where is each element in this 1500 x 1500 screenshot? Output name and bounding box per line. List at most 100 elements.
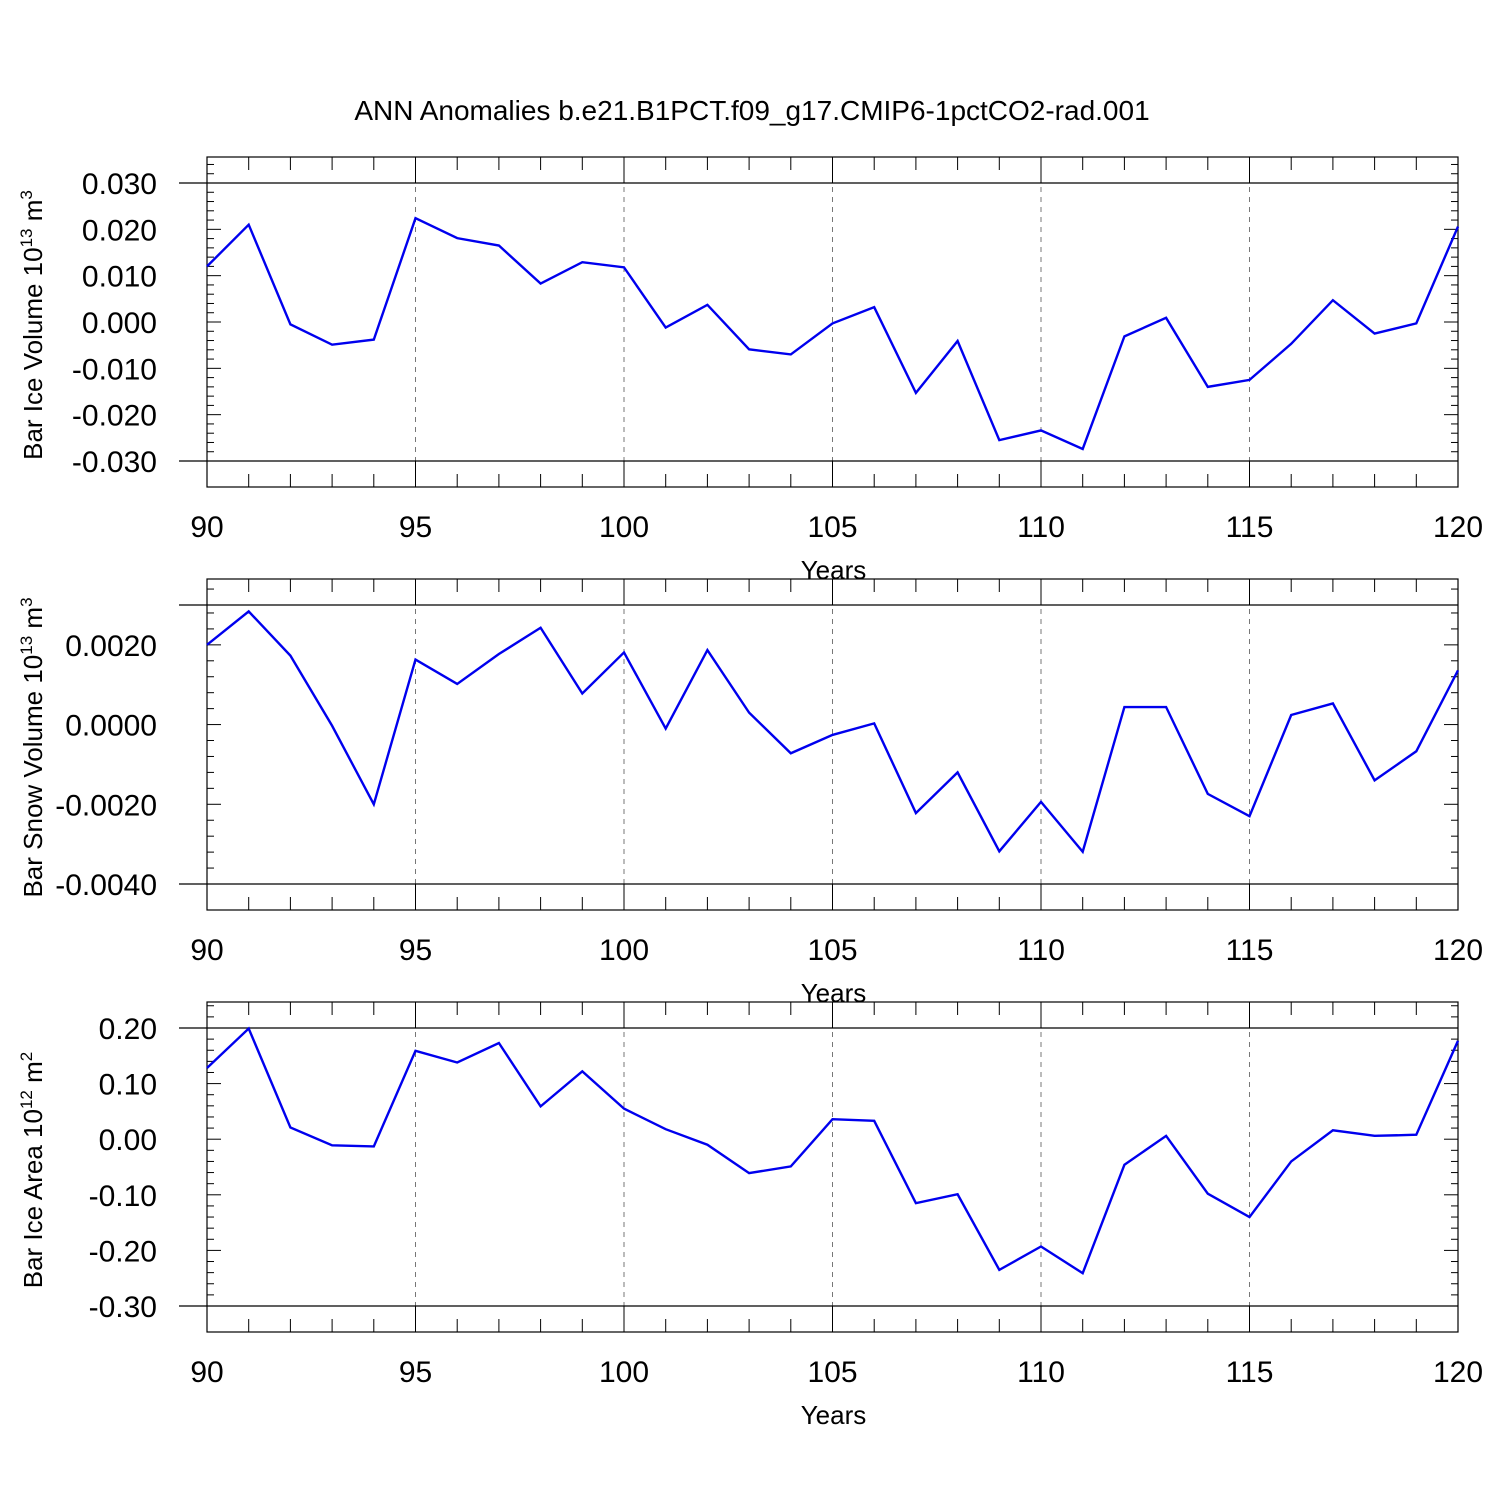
data-point [1373, 778, 1377, 782]
x-tick-label: 95 [399, 511, 432, 544]
data-point [956, 339, 960, 343]
data-point [205, 264, 209, 268]
data-point [1331, 701, 1335, 705]
series-line [206, 1026, 1460, 1276]
data-point [1331, 298, 1335, 302]
x-axis-label: Years [801, 978, 867, 1008]
x-tick-label: 120 [1433, 934, 1483, 967]
data-point [247, 609, 251, 613]
panel-snow-volume: -0.0040 -0.0020 0.0000 0.0020 90 95 100 105 110 1… [17, 578, 1483, 1008]
data-point [664, 326, 668, 330]
y-tick-label: -0.0040 [55, 869, 157, 902]
data-point [1373, 1134, 1377, 1138]
data-point [539, 282, 543, 286]
data-point [1039, 1245, 1043, 1249]
y-tick-label: 0.0000 [65, 710, 157, 743]
data-point [872, 721, 876, 725]
y-tick-label: 0.020 [82, 214, 157, 247]
y-tick-label: -0.0020 [55, 789, 157, 822]
x-tick-label: 120 [1433, 511, 1483, 544]
x-tick-label: 90 [190, 1356, 223, 1389]
x-axis-label: Years [801, 555, 867, 585]
data-point [1248, 378, 1252, 382]
x-tick-label: 120 [1433, 1356, 1483, 1389]
data-point [747, 347, 751, 351]
figure-title: ANN Anomalies b.e21.B1PCT.f09_g17.CMIP6-… [354, 95, 1149, 126]
data-point [789, 352, 793, 356]
series-line [206, 216, 1460, 451]
data-point [497, 652, 501, 656]
data-point [539, 626, 543, 630]
data-point [705, 648, 709, 652]
data-point [330, 724, 334, 728]
y-tick-label: 0.000 [82, 307, 157, 340]
data-point [622, 265, 626, 269]
data-point [1206, 385, 1210, 389]
data-point [1164, 705, 1168, 709]
x-tick-label: 110 [1017, 934, 1065, 967]
data-point [414, 1049, 418, 1053]
data-point [414, 658, 418, 662]
data-point [705, 1143, 709, 1147]
x-tick-label: 100 [599, 934, 649, 967]
x-axis-label: Years [801, 1400, 867, 1430]
data-point [372, 802, 376, 806]
data-point [705, 303, 709, 307]
data-point [288, 322, 292, 326]
x-tick-label: 110 [1017, 1356, 1065, 1389]
x-tick-label: 115 [1226, 934, 1274, 967]
data-point [497, 1041, 501, 1045]
x-tick-label: 105 [807, 934, 857, 967]
y-tick-label: 0.20 [99, 1013, 157, 1046]
data-point [455, 1060, 459, 1064]
x-tick-label: 115 [1226, 1356, 1274, 1389]
data-point [1206, 792, 1210, 796]
data-point [1122, 1163, 1126, 1167]
data-point [789, 1164, 793, 1168]
data-point [455, 236, 459, 240]
data-point [956, 1192, 960, 1196]
data-point [288, 1126, 292, 1130]
x-tick-label: 95 [399, 934, 432, 967]
data-point [914, 391, 918, 395]
y-tick-label: -0.20 [89, 1235, 157, 1268]
data-point [622, 1107, 626, 1111]
data-point [1248, 814, 1252, 818]
data-point [1039, 800, 1043, 804]
data-point [1081, 447, 1085, 451]
x-tick-label: 110 [1017, 511, 1065, 544]
y-axis-label: Bar Ice Area 1012 m2 [17, 1052, 48, 1289]
data-point [414, 216, 418, 220]
data-point [247, 223, 251, 227]
data-point [1331, 1128, 1335, 1132]
data-point [1289, 713, 1293, 717]
data-point [580, 1069, 584, 1073]
data-point [1289, 1159, 1293, 1163]
y-tick-label: 0.10 [99, 1069, 157, 1102]
panel-ice-area: -0.30 -0.20 -0.10 0.00 0.10 0.20 90 95 100 105 110… [17, 1001, 1483, 1430]
panel-ice-volume: -0.030 -0.020 -0.010 0.000 0.010 0.020 0.030 90… [17, 156, 1483, 585]
panels: -0.030 -0.020 -0.010 0.000 0.010 0.020 0.030 90… [17, 156, 1483, 1430]
x-tick-label: 90 [190, 511, 223, 544]
data-point [455, 682, 459, 686]
x-tick-label: 105 [807, 511, 857, 544]
data-point [1206, 1192, 1210, 1196]
data-point [664, 1127, 668, 1131]
data-point [747, 711, 751, 715]
y-axis-label: Bar Ice Volume 1013 m3 [17, 190, 48, 460]
data-point [831, 1117, 835, 1121]
data-point [330, 343, 334, 347]
data-point [1081, 1271, 1085, 1275]
data-point [247, 1027, 251, 1031]
data-point [997, 1268, 1001, 1272]
data-point [372, 1144, 376, 1148]
data-point [1456, 1039, 1460, 1043]
x-tick-label: 100 [599, 1356, 649, 1389]
data-point [1122, 705, 1126, 709]
data-point [997, 849, 1001, 853]
data-point [1164, 1134, 1168, 1138]
data-point [914, 1201, 918, 1205]
data-point [1456, 668, 1460, 672]
data-point [997, 438, 1001, 442]
data-point [205, 643, 209, 647]
